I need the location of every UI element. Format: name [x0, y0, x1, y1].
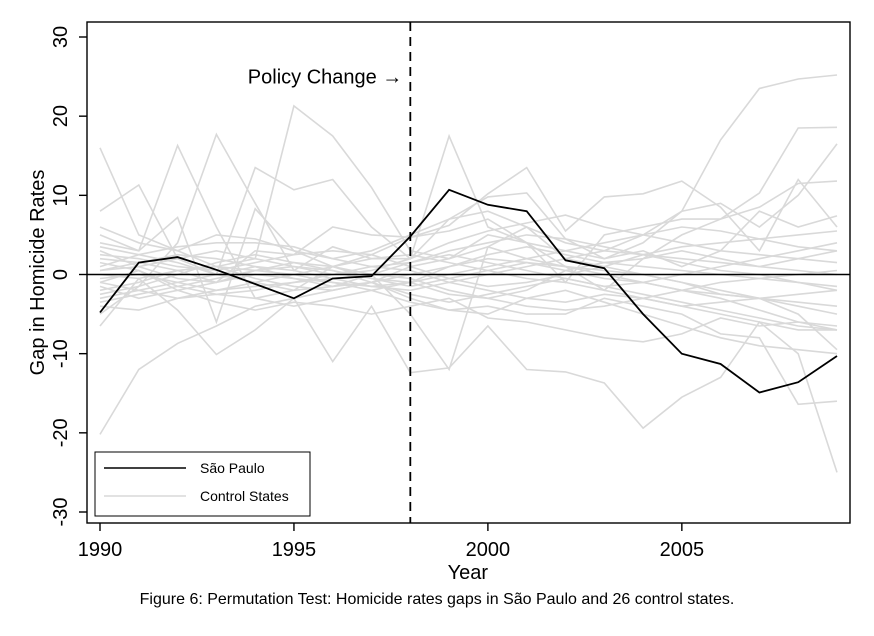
y-tick-label: -10	[50, 339, 72, 368]
y-axis-label: Gap in Homicide Rates	[27, 170, 49, 376]
control-state-line-17	[99, 257, 838, 331]
treated-series-group	[99, 188, 838, 394]
y-tick-label: 20	[50, 105, 72, 127]
legend-label-control-states: Control States	[200, 488, 289, 504]
control-state-line-14	[99, 214, 838, 276]
control-state-line-10	[99, 242, 837, 331]
control-series-group	[99, 74, 838, 473]
x-tick-label: 1995	[272, 539, 317, 561]
figure-caption: Figure 6: Permutation Test: Homicide rat…	[139, 591, 735, 608]
control-state-line-5	[99, 277, 838, 473]
y-tick-label: 0	[50, 269, 72, 280]
policy-change-annotation: Policy Change →	[248, 67, 403, 89]
y-tick-label: 10	[50, 184, 72, 206]
legend: São Paulo Control States	[94, 451, 311, 517]
x-tick-label: 1990	[78, 539, 123, 561]
x-axis-label: Year	[448, 562, 489, 584]
sao-paulo-line	[99, 188, 838, 394]
control-state-line-16	[99, 210, 838, 276]
y-tick-label: 30	[50, 26, 72, 48]
x-axis: 1990 1995 2000 2005	[78, 523, 704, 561]
control-state-line-21	[99, 253, 838, 331]
control-state-line-3	[99, 143, 838, 372]
y-axis: -30 -20 -10 0 10 20 30	[50, 26, 87, 527]
control-state-line-15	[99, 273, 838, 355]
control-state-line-20	[99, 234, 838, 296]
legend-box	[94, 451, 311, 517]
x-tick-label: 2005	[660, 539, 705, 561]
y-tick-label: -30	[50, 498, 72, 527]
control-state-line-13	[99, 257, 838, 315]
control-state-line-23	[99, 242, 838, 292]
control-state-line-22	[99, 226, 838, 288]
control-state-line-7	[99, 132, 838, 315]
plot-frame	[86, 21, 851, 524]
control-state-line-24	[99, 253, 838, 308]
control-state-line-9	[99, 269, 838, 343]
control-state-line-18	[99, 230, 838, 288]
control-state-line-2	[99, 126, 838, 292]
y-tick-label: -20	[50, 418, 72, 447]
x-tick-label: 2000	[466, 539, 511, 561]
legend-label-sao-paulo: São Paulo	[200, 460, 265, 476]
